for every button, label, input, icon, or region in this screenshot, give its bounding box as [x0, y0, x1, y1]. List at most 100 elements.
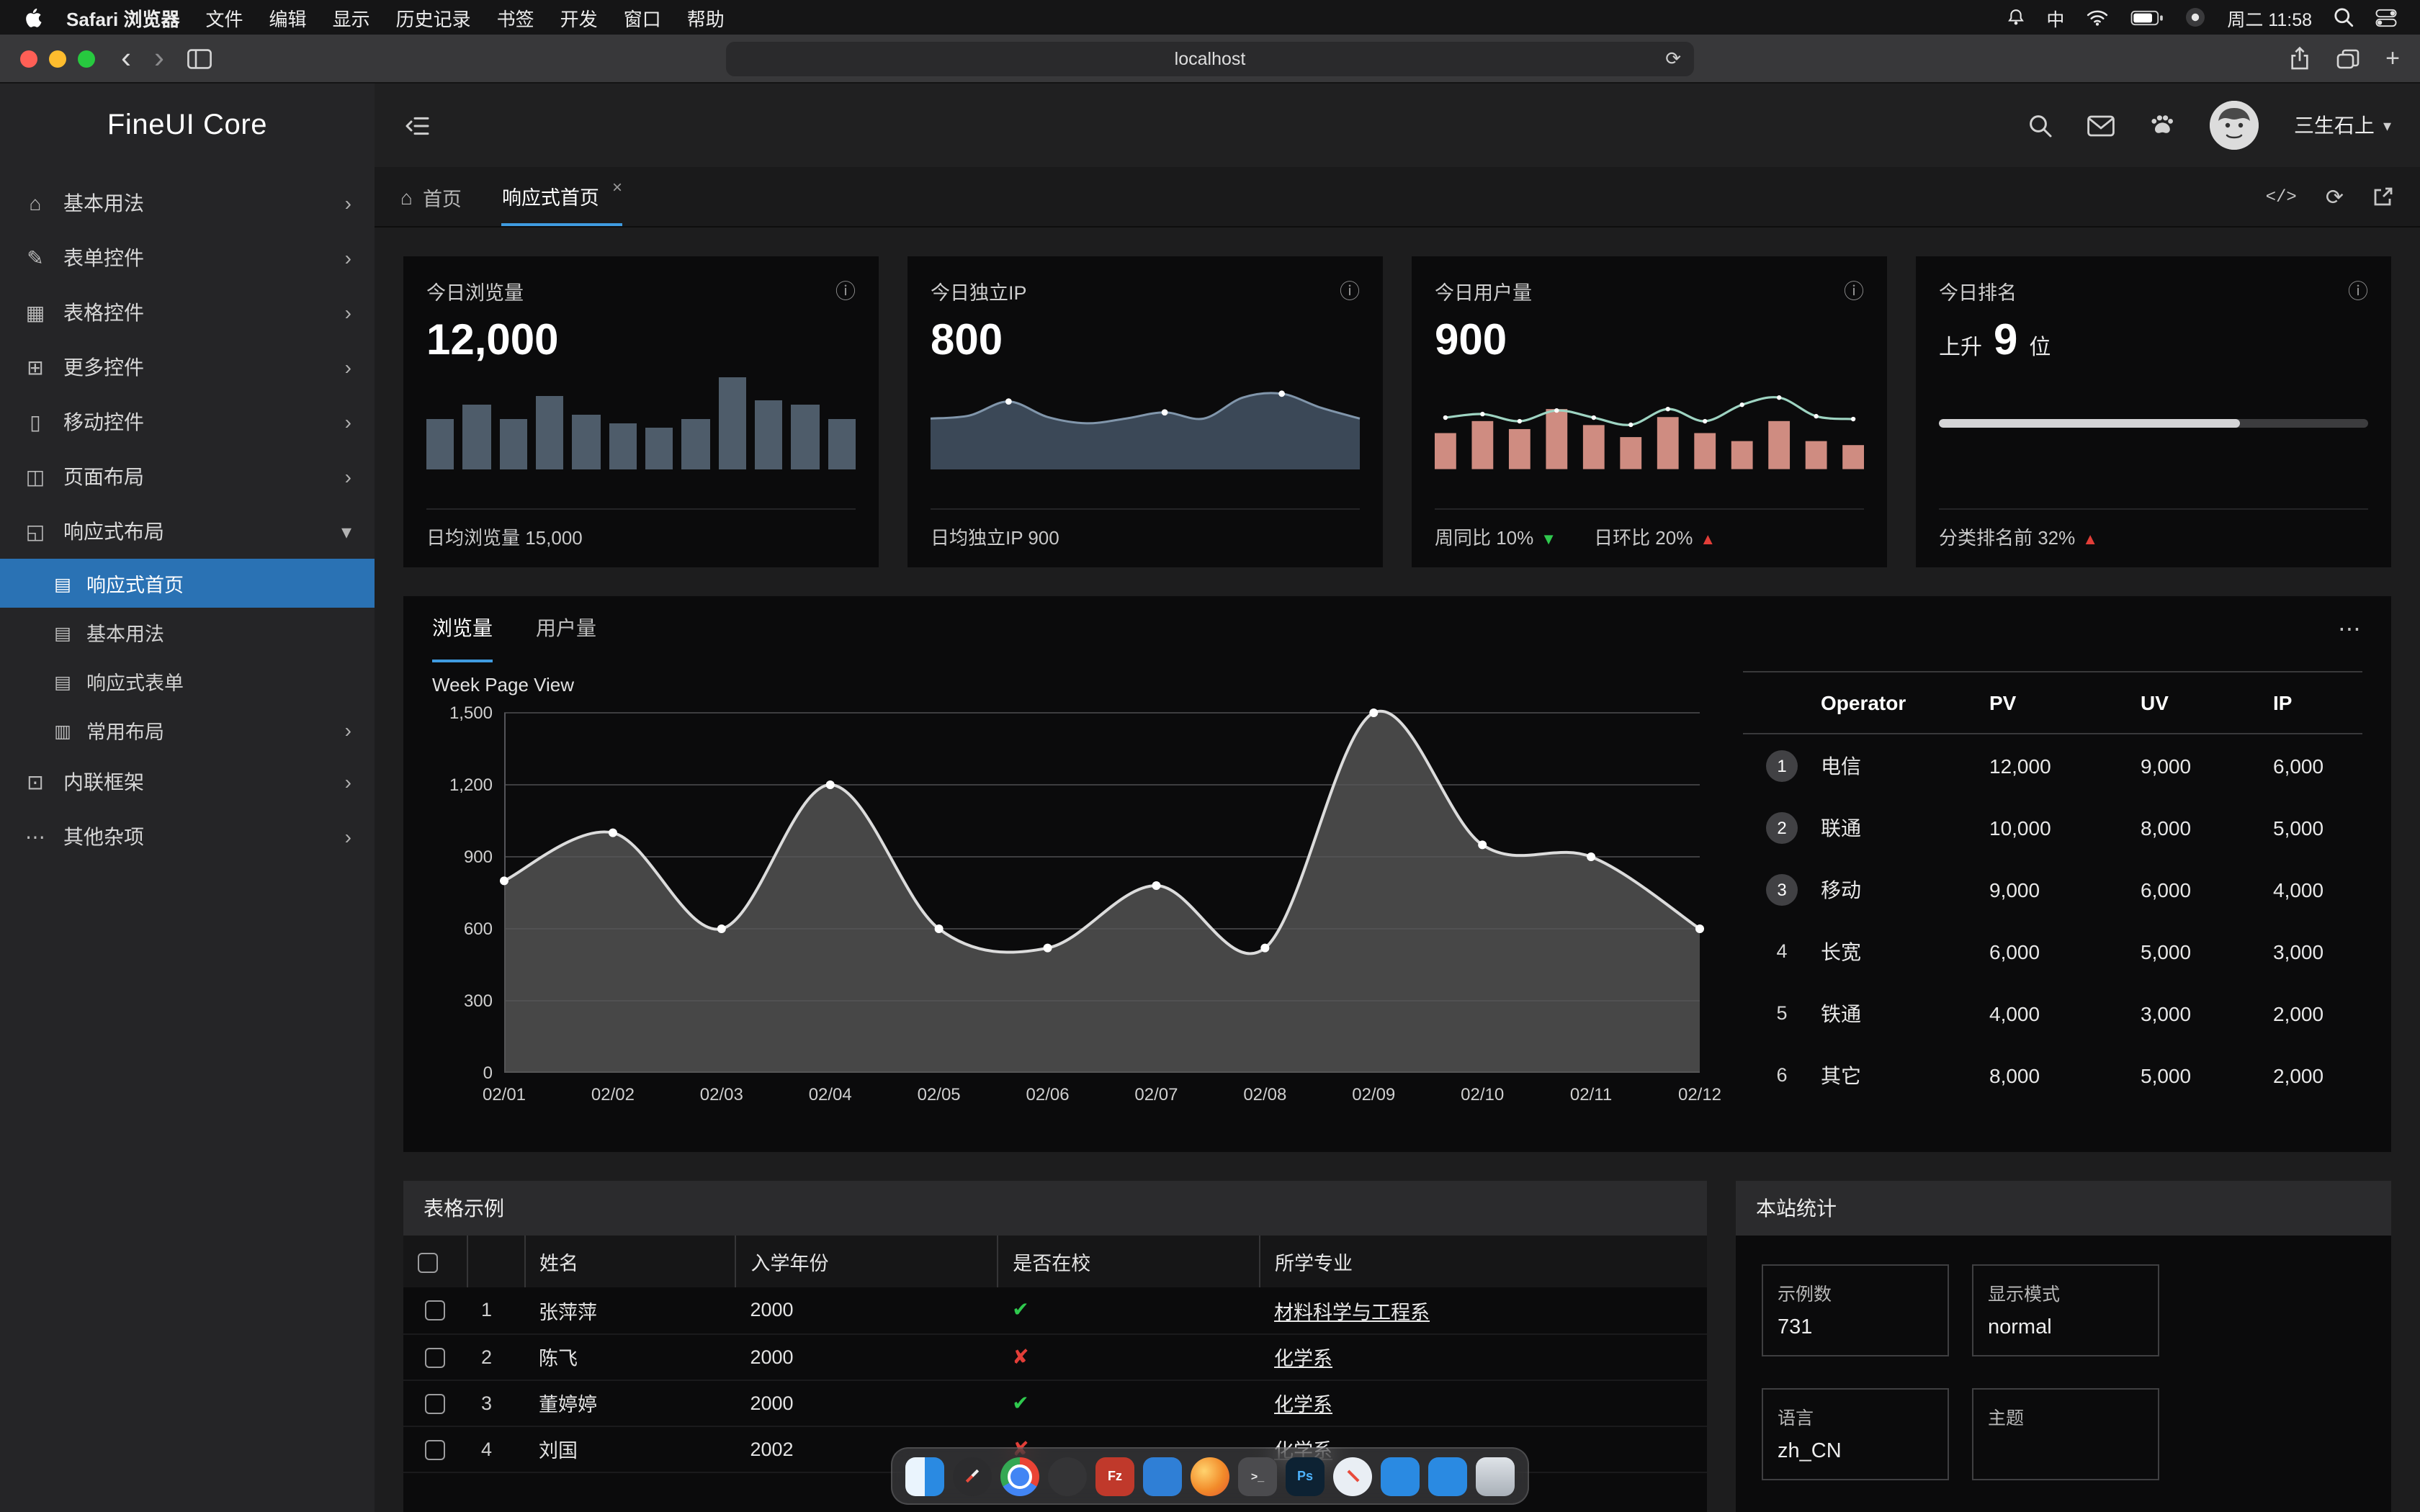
sidebar-item-0[interactable]: ⌂ 基本用法 ›	[0, 176, 375, 230]
menubar-menu-2[interactable]: 显示	[332, 8, 370, 30]
safari-dark-icon[interactable]	[953, 1457, 992, 1495]
student-major-link[interactable]: 化学系	[1274, 1394, 1333, 1416]
new-tab-button[interactable]: +	[2385, 44, 2400, 71]
source-code-icon[interactable]: </>	[2265, 186, 2297, 207]
students-row[interactable]: 1 张萍萍 2000 ✔ 材料科学与工程系	[403, 1287, 1707, 1334]
vscode-icon[interactable]	[1143, 1457, 1182, 1495]
avatar[interactable]	[2210, 101, 2259, 150]
operators-row[interactable]: 2 联通 10,000 8,000 5,000	[1743, 796, 2362, 858]
row-checkbox[interactable]	[425, 1300, 445, 1321]
close-tab-icon[interactable]: ×	[611, 176, 622, 197]
student-major-link[interactable]: 化学系	[1274, 1348, 1333, 1369]
student-major-link[interactable]: 材料科学与工程系	[1274, 1301, 1430, 1323]
photoshop-icon[interactable]: Ps	[1286, 1457, 1325, 1495]
menubar-menu-6[interactable]: 窗口	[623, 8, 661, 30]
stat-card-2: 今日用户量 ⓘ 900 周同比 10% ▼ 日环比 20% ▲	[1412, 256, 1887, 567]
row-checkbox[interactable]	[425, 1347, 445, 1368]
info-icon[interactable]: ⓘ	[835, 279, 856, 302]
chrome-icon[interactable]	[1000, 1457, 1039, 1495]
filezilla-icon[interactable]: Fz	[1095, 1457, 1134, 1495]
y-axis-label: 1,500	[449, 703, 493, 723]
more-icon[interactable]: ⋯	[2338, 618, 2362, 642]
paw-icon[interactable]	[2150, 114, 2176, 137]
stat-card-footer: 周同比 10% ▼ 日环比 20% ▲	[1435, 508, 1864, 550]
sidebar-item-7[interactable]: ⊡ 内联框架 ›	[0, 755, 375, 809]
sidebar-subitem-6-1[interactable]: ▤ 基本用法	[0, 608, 375, 657]
terminal-icon[interactable]: >_	[1238, 1457, 1277, 1495]
menubar-clock[interactable]: 周二 11:58	[2227, 9, 2312, 30]
sidebar-item-3[interactable]: ⊞ 更多控件 ›	[0, 340, 375, 395]
header-checkbox-cell	[403, 1236, 467, 1287]
select-all-checkbox[interactable]	[418, 1252, 438, 1273]
refresh-page-icon[interactable]: ⟳	[2325, 185, 2344, 210]
students-table-wrap: 姓名 入学年份 是否在校 所学专业 1 张萍萍 2000 ✔ 材料科学与工程系 2 陈飞 2000 ✘ 化…	[403, 1236, 1707, 1472]
close-window-button[interactable]	[20, 50, 37, 67]
firefox-icon[interactable]	[1191, 1457, 1229, 1495]
app-dark-icon[interactable]	[1048, 1457, 1087, 1495]
row-checkbox[interactable]	[425, 1393, 445, 1414]
menubar-menu-5[interactable]: 开发	[560, 8, 598, 30]
sidebar-subitem-6-2[interactable]: ▤ 响应式表单	[0, 657, 375, 706]
sidebar-item-5[interactable]: ◫ 页面布局 ›	[0, 449, 375, 504]
menubar-menu-3[interactable]: 历史记录	[395, 8, 471, 30]
minimize-window-button[interactable]	[49, 50, 66, 67]
collapse-sidebar-icon[interactable]	[403, 114, 429, 136]
menubar-menu-1[interactable]: 编辑	[269, 8, 307, 30]
sidebar-toggle-icon[interactable]	[187, 48, 212, 68]
operators-row[interactable]: 3 移动 9,000 6,000 4,000	[1743, 858, 2362, 920]
sidebar-subitem-6-0[interactable]: ▤ 响应式首页	[0, 559, 375, 608]
tab-users[interactable]: 用户量	[536, 596, 596, 662]
operators-cell-operator: 其它	[1821, 1063, 1861, 1086]
menubar-app-name[interactable]: Safari 浏览器	[66, 8, 180, 30]
tab-responsive-home[interactable]: 响应式首页 ×	[501, 167, 622, 226]
form-icon: ✎	[27, 246, 44, 269]
operators-row[interactable]: 6 其它 8,000 5,000 2,000	[1743, 1044, 2362, 1106]
folder-app-icon[interactable]	[1381, 1457, 1420, 1495]
spotlight-icon[interactable]	[2334, 7, 2354, 27]
operators-row[interactable]: 1 电信 12,000 9,000 6,000	[1743, 734, 2362, 796]
tab-pageviews[interactable]: 浏览量	[432, 596, 493, 662]
control-center-icon[interactable]	[2375, 8, 2397, 27]
brand-logo[interactable]: FineUI Core	[107, 109, 268, 140]
forward-button[interactable]: ›	[154, 42, 164, 75]
finder-icon[interactable]	[905, 1457, 944, 1495]
sidebar-subitem-6-3[interactable]: ▥ 常用布局 ›	[0, 706, 375, 755]
share-icon[interactable]	[2289, 46, 2311, 71]
sidebar-item-2[interactable]: ▦ 表格控件 ›	[0, 285, 375, 340]
zoom-window-button[interactable]	[78, 50, 95, 67]
apple-menu-icon[interactable]	[23, 6, 43, 28]
menubar-menu-0[interactable]: 文件	[205, 8, 243, 30]
trash-icon[interactable]	[1476, 1457, 1515, 1495]
search-icon[interactable]	[2029, 113, 2053, 138]
operators-row[interactable]: 5 铁通 4,000 3,000 2,000	[1743, 982, 2362, 1044]
battery-icon[interactable]	[2130, 9, 2164, 25]
open-external-icon[interactable]	[2372, 186, 2394, 207]
input-method-indicator[interactable]: 中	[2046, 9, 2065, 30]
menubar-menu-4[interactable]: 书签	[496, 8, 534, 30]
sidebar-item-8[interactable]: ⋯ 其他杂项 ›	[0, 809, 375, 864]
x-axis-label: 02/07	[1134, 1084, 1178, 1104]
info-icon[interactable]: ⓘ	[1340, 279, 1360, 302]
bell-icon[interactable]	[2006, 7, 2025, 27]
menubar-menu-7[interactable]: 帮助	[686, 8, 725, 30]
compass-icon[interactable]	[1333, 1457, 1372, 1495]
info-icon[interactable]: ⓘ	[2348, 279, 2368, 302]
tab-home[interactable]: ⌂ 首页	[400, 167, 462, 226]
students-row[interactable]: 3 董婷婷 2000 ✔ 化学系	[403, 1380, 1707, 1426]
students-row[interactable]: 2 陈飞 2000 ✘ 化学系	[403, 1333, 1707, 1380]
back-button[interactable]: ‹	[121, 42, 131, 75]
menubar-app-icon[interactable]	[2185, 7, 2205, 27]
info-icon[interactable]: ⓘ	[1844, 279, 1864, 302]
row-checkbox[interactable]	[425, 1439, 445, 1460]
operators-row[interactable]: 4 长宽 6,000 5,000 3,000	[1743, 920, 2362, 982]
reload-icon[interactable]: ⟳	[1665, 48, 1681, 69]
folder-app-2-icon[interactable]	[1428, 1457, 1467, 1495]
mail-icon[interactable]	[2088, 114, 2115, 136]
sidebar-item-6[interactable]: ◱ 响应式布局 ▾	[0, 504, 375, 559]
tab-overview-icon[interactable]	[2336, 48, 2360, 68]
sidebar-item-1[interactable]: ✎ 表单控件 ›	[0, 230, 375, 285]
wifi-icon[interactable]	[2086, 9, 2109, 26]
address-bar[interactable]: localhost ⟳	[726, 42, 1694, 76]
user-menu[interactable]: 三生石上 ▾	[2294, 111, 2391, 140]
sidebar-item-4[interactable]: ▯ 移动控件 ›	[0, 395, 375, 449]
